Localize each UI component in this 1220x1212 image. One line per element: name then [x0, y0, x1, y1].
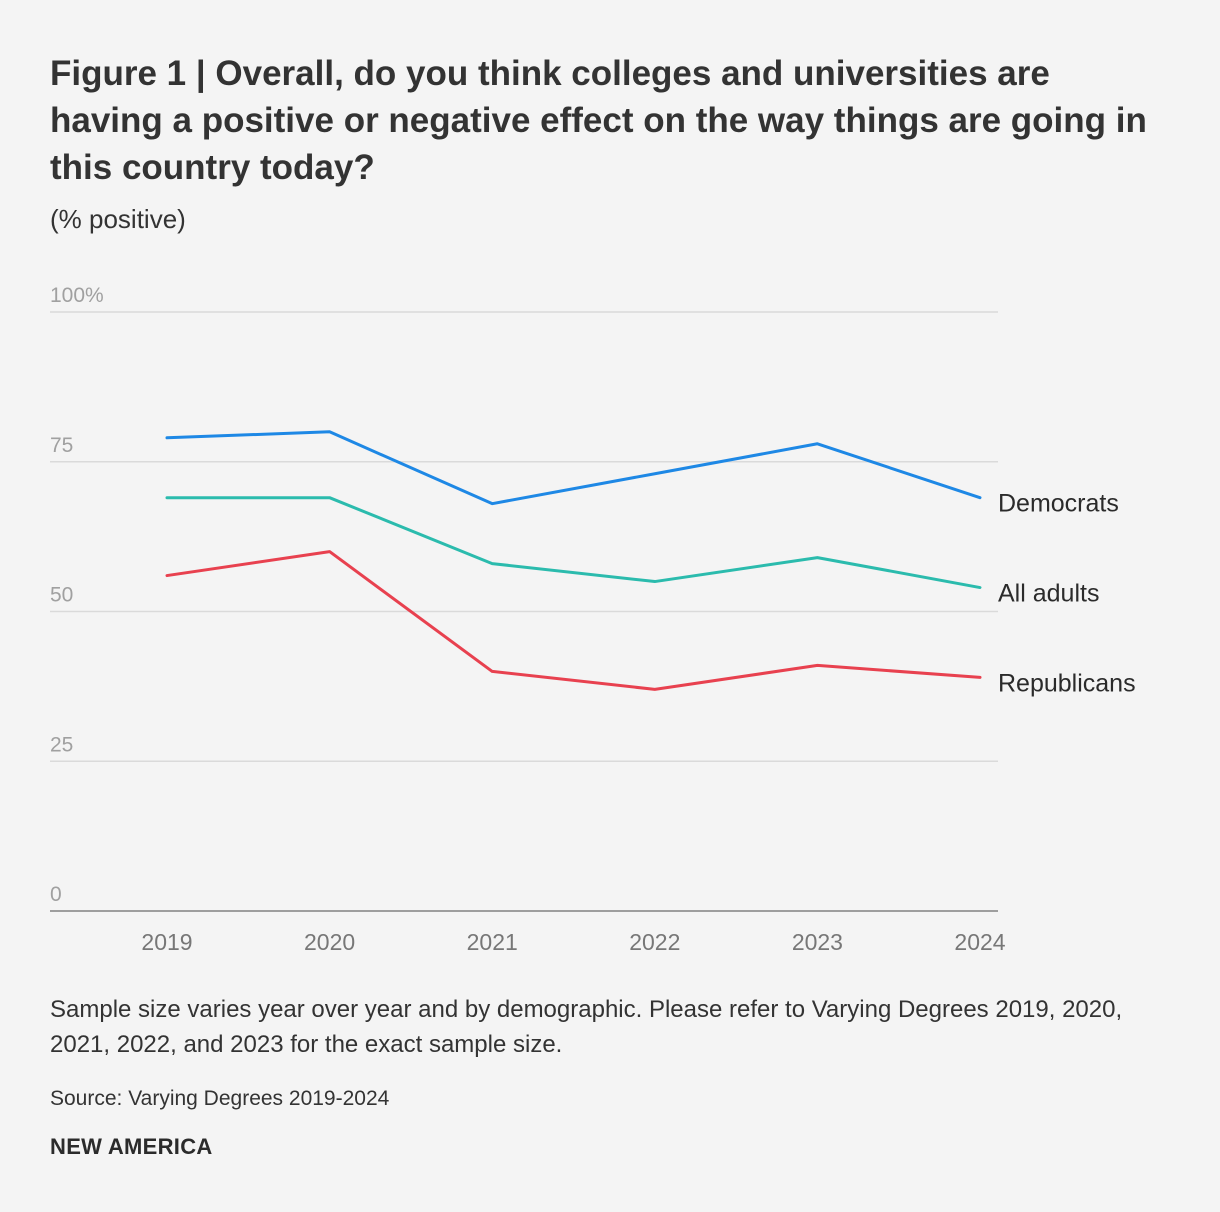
x-tick-label: 2024: [954, 929, 1005, 955]
brand-logo-text: NEW AMERICA: [50, 1134, 213, 1159]
gridlines: [50, 311, 998, 912]
x-tick-label: 2022: [629, 929, 680, 955]
footnote: Sample size varies year over year and by…: [50, 996, 1123, 1058]
y-tick-label: 25: [50, 733, 73, 756]
x-axis-ticks: 2019 2020 2021 2022 2023 2024: [141, 929, 1005, 955]
series-label-democrats: Democrats: [998, 490, 1119, 518]
series-line-democrats: [165, 430, 982, 506]
y-tick-label: 0: [50, 883, 62, 906]
series-labels: Democrats All adults Republicans: [998, 490, 1136, 698]
series-lines: [165, 430, 982, 691]
source-line: Source: Varying Degrees 2019-2024: [50, 1087, 390, 1110]
y-tick-label: 75: [50, 434, 73, 457]
x-tick-label: 2021: [467, 929, 518, 955]
y-tick-label: 50: [50, 584, 73, 607]
series-label-all-adults: All adults: [998, 580, 1099, 608]
y-axis-ticks: 0 25 50 75 100%: [50, 284, 104, 906]
y-tick-label: 100%: [50, 284, 104, 307]
chart-subtitle: (% positive): [50, 204, 186, 234]
series-line-all-adults: [165, 496, 982, 590]
x-tick-label: 2020: [304, 929, 355, 955]
series-label-republicans: Republicans: [998, 669, 1136, 697]
x-tick-label: 2023: [792, 929, 843, 955]
chart-title: Figure 1 | Overall, do you think college…: [50, 54, 1147, 187]
x-tick-label: 2019: [141, 929, 192, 955]
series-line-republicans: [165, 550, 982, 691]
